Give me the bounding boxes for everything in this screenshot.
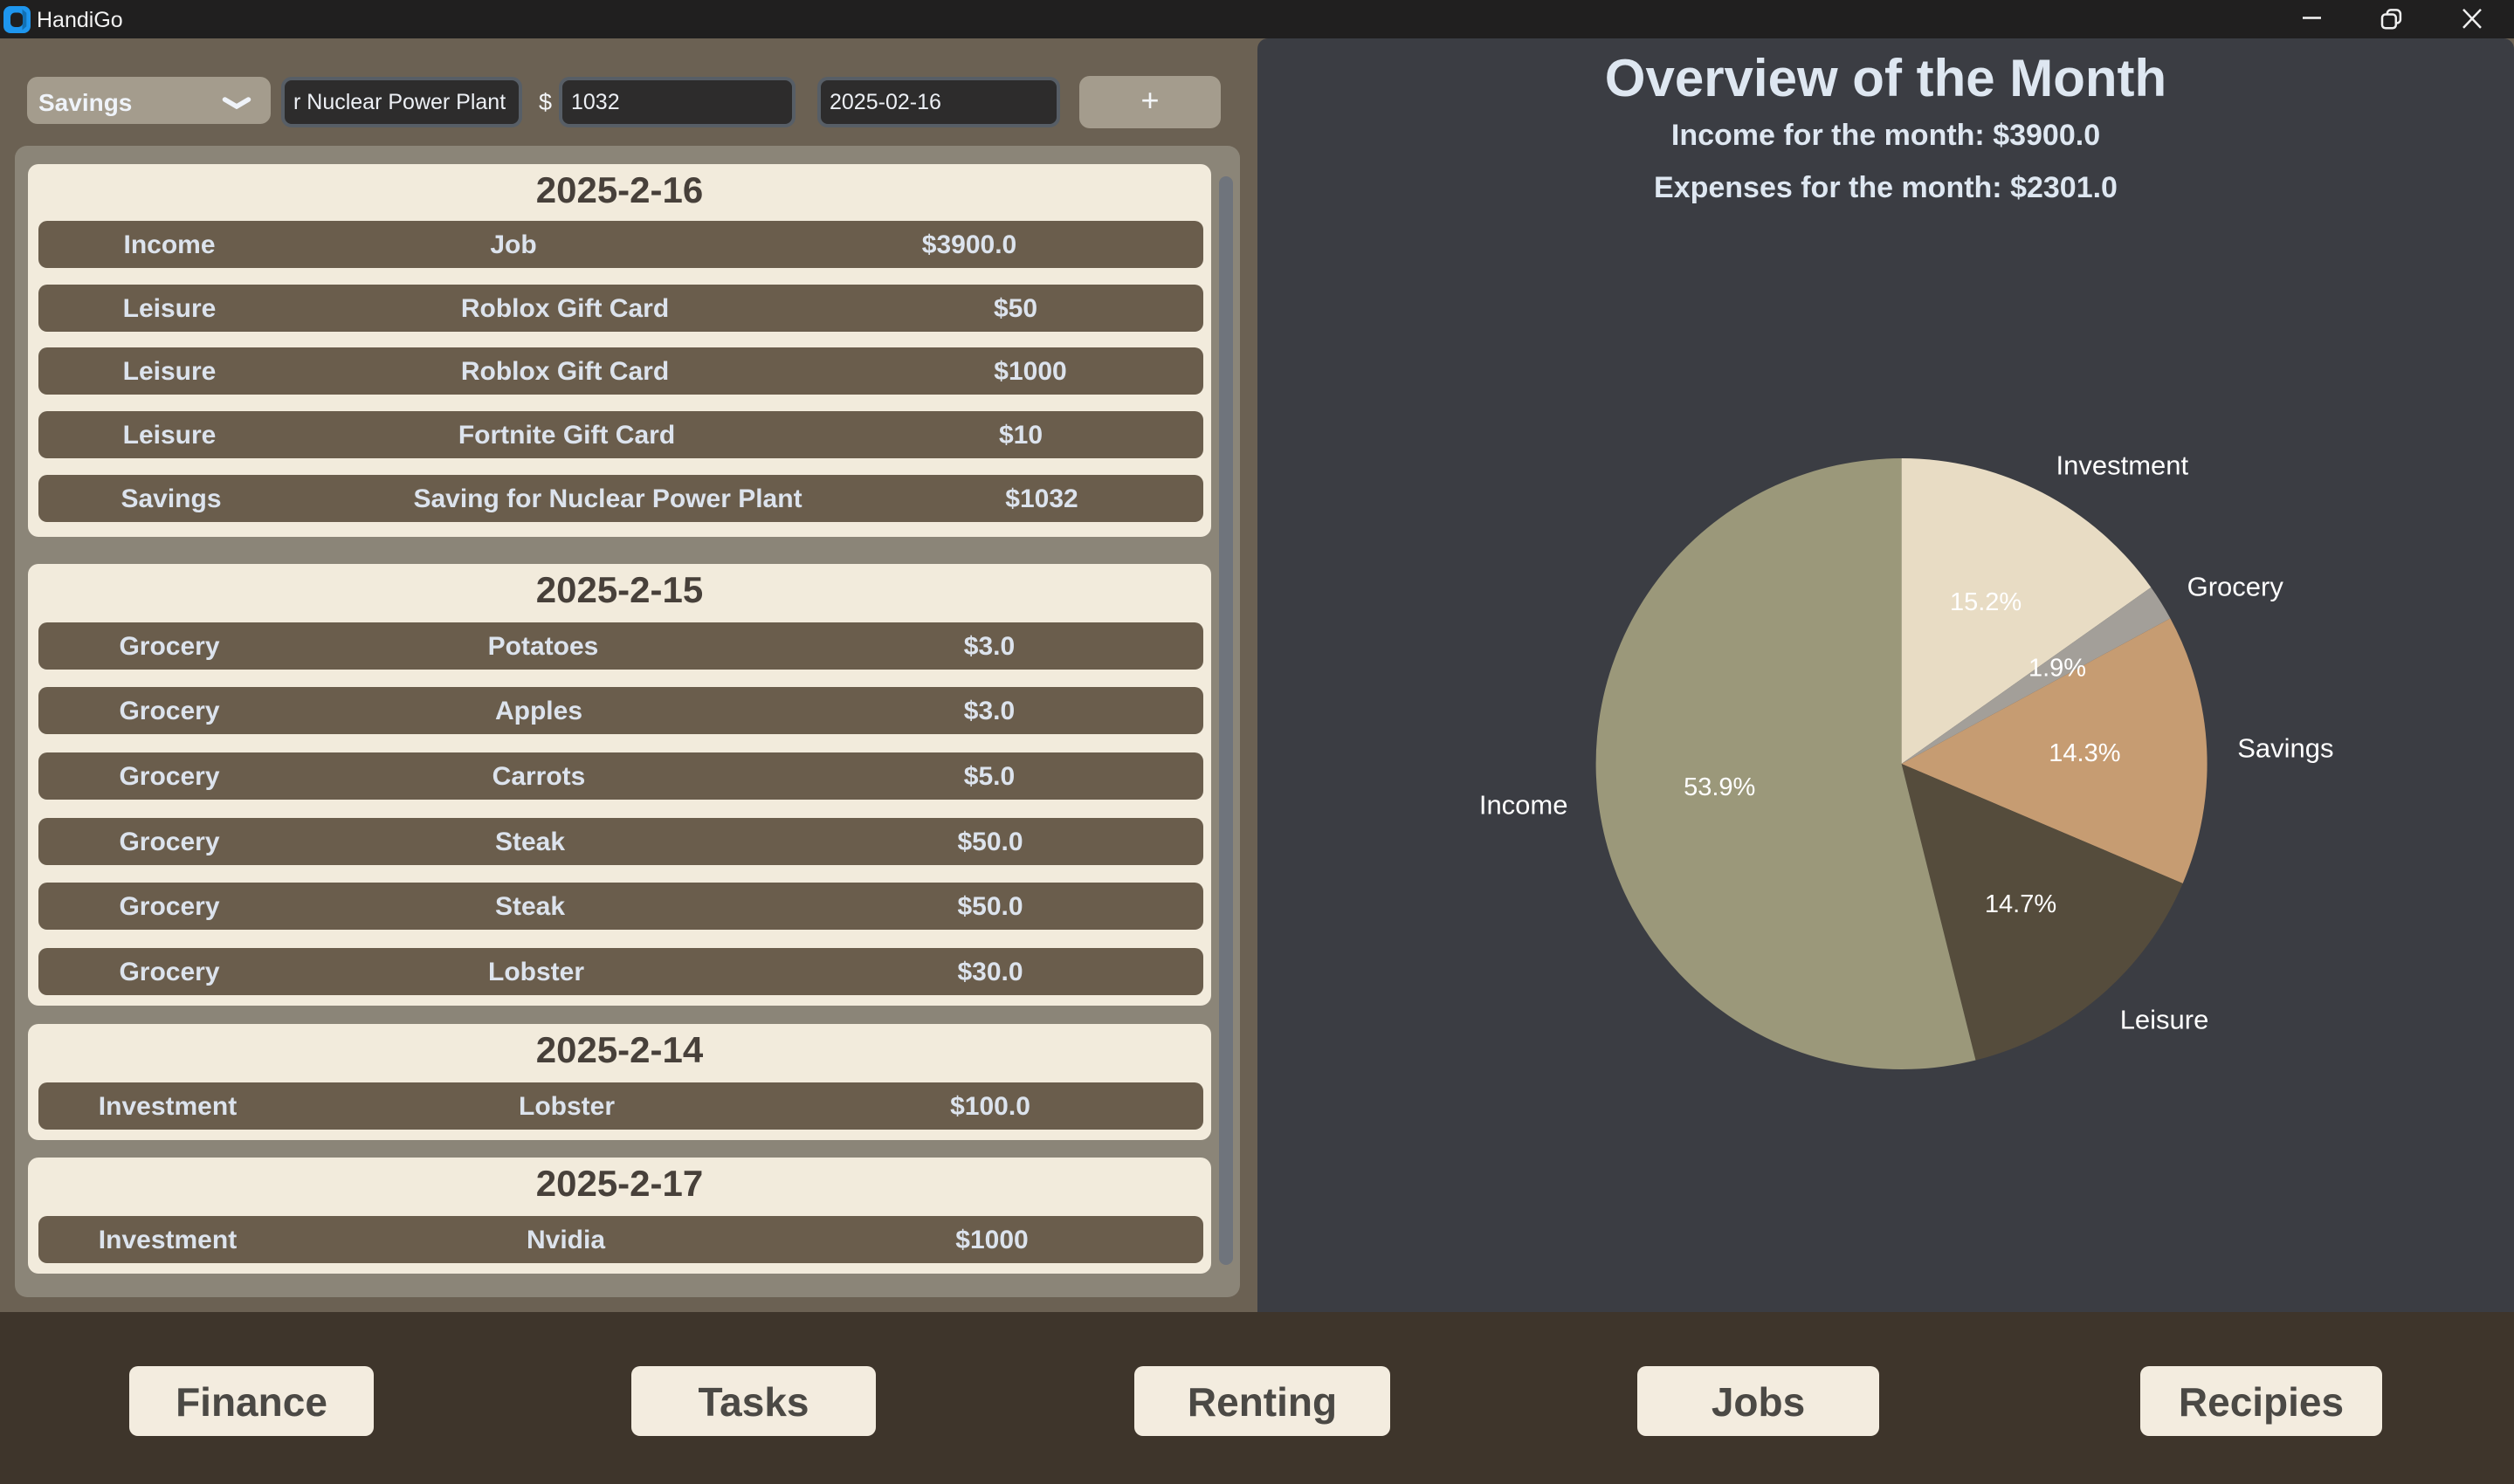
svg-text:14.7%: 14.7% — [1985, 890, 2056, 918]
svg-text:Leisure: Leisure — [2120, 1004, 2209, 1034]
svg-text:14.3%: 14.3% — [2049, 739, 2120, 767]
svg-text:Investment: Investment — [2056, 450, 2189, 481]
svg-text:1.9%: 1.9% — [2028, 655, 2086, 683]
svg-text:Grocery: Grocery — [2187, 571, 2284, 601]
svg-text:15.2%: 15.2% — [1950, 588, 2022, 616]
svg-text:53.9%: 53.9% — [1684, 773, 1755, 801]
svg-text:Income: Income — [1479, 790, 1568, 821]
svg-text:Savings: Savings — [2237, 732, 2333, 763]
